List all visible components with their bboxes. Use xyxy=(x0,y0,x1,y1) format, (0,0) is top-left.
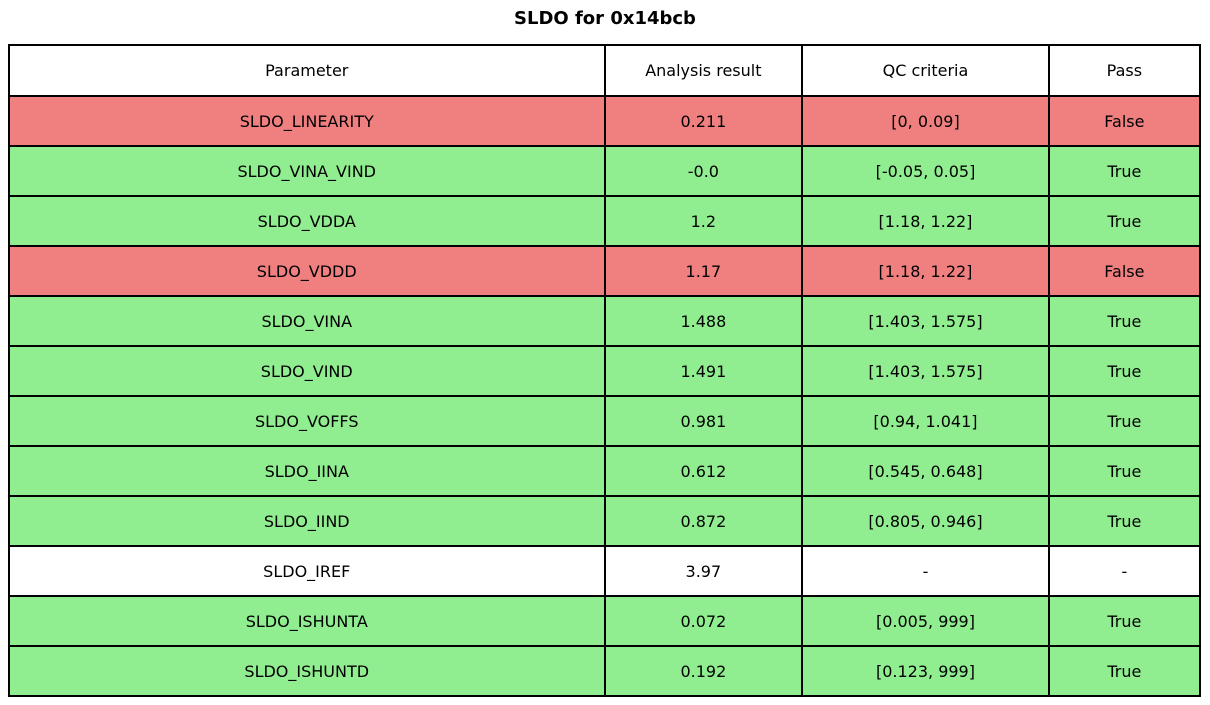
cell-pass: True xyxy=(1047,345,1202,397)
cell-parameter: SLDO_VINA_VIND xyxy=(8,145,606,197)
cell-analysis-result: 1.2 xyxy=(603,195,804,247)
cell-pass: True xyxy=(1047,195,1202,247)
cell-parameter: SLDO_VDDD xyxy=(8,245,606,297)
table-row: SLDO_VDDD 1.17 [1.18, 1.22] False xyxy=(8,245,1202,297)
qc-results-table: Parameter Analysis result QC criteria Pa… xyxy=(8,44,1202,697)
cell-pass: False xyxy=(1047,95,1202,147)
table-row: SLDO_LINEARITY 0.211 [0, 0.09] False xyxy=(8,95,1202,147)
cell-parameter: SLDO_IREF xyxy=(8,545,606,597)
cell-qc-criteria: [0.94, 1.041] xyxy=(801,395,1050,447)
table-row: SLDO_VDDA 1.2 [1.18, 1.22] True xyxy=(8,195,1202,247)
cell-qc-criteria: [1.18, 1.22] xyxy=(801,195,1050,247)
cell-analysis-result: 1.17 xyxy=(603,245,804,297)
cell-qc-criteria: [0.805, 0.946] xyxy=(801,495,1050,547)
table-row: SLDO_ISHUNTA 0.072 [0.005, 999] True xyxy=(8,595,1202,647)
cell-analysis-result: 0.192 xyxy=(603,645,804,697)
cell-qc-criteria: - xyxy=(801,545,1050,597)
cell-parameter: SLDO_VDDA xyxy=(8,195,606,247)
cell-analysis-result: 0.872 xyxy=(603,495,804,547)
cell-analysis-result: 1.491 xyxy=(603,345,804,397)
cell-parameter: SLDO_IINA xyxy=(8,445,606,497)
table-row: SLDO_VINA_VIND -0.0 [-0.05, 0.05] True xyxy=(8,145,1202,197)
col-header-pass: Pass xyxy=(1047,44,1202,97)
cell-pass: - xyxy=(1047,545,1202,597)
cell-pass: True xyxy=(1047,595,1202,647)
cell-parameter: SLDO_IIND xyxy=(8,495,606,547)
cell-qc-criteria: [1.403, 1.575] xyxy=(801,345,1050,397)
cell-qc-criteria: [-0.05, 0.05] xyxy=(801,145,1050,197)
col-header-parameter: Parameter xyxy=(8,44,606,97)
table-row: SLDO_VINA 1.488 [1.403, 1.575] True xyxy=(8,295,1202,347)
cell-pass: True xyxy=(1047,445,1202,497)
table-row: SLDO_ISHUNTD 0.192 [0.123, 999] True xyxy=(8,645,1202,697)
col-header-analysis-result: Analysis result xyxy=(603,44,804,97)
table-row: SLDO_VIND 1.491 [1.403, 1.575] True xyxy=(8,345,1202,397)
cell-pass: True xyxy=(1047,395,1202,447)
cell-analysis-result: 0.211 xyxy=(603,95,804,147)
cell-analysis-result: 0.612 xyxy=(603,445,804,497)
cell-pass: False xyxy=(1047,245,1202,297)
table-row: SLDO_VOFFS 0.981 [0.94, 1.041] True xyxy=(8,395,1202,447)
cell-qc-criteria: [0.123, 999] xyxy=(801,645,1050,697)
cell-analysis-result: 0.072 xyxy=(603,595,804,647)
header-row: Parameter Analysis result QC criteria Pa… xyxy=(8,44,1202,97)
table-row: SLDO_IINA 0.612 [0.545, 0.648] True xyxy=(8,445,1202,497)
col-header-qc-criteria: QC criteria xyxy=(801,44,1050,97)
cell-qc-criteria: [1.18, 1.22] xyxy=(801,245,1050,297)
cell-qc-criteria: [1.403, 1.575] xyxy=(801,295,1050,347)
cell-qc-criteria: [0.545, 0.648] xyxy=(801,445,1050,497)
cell-pass: True xyxy=(1047,495,1202,547)
cell-qc-criteria: [0, 0.09] xyxy=(801,95,1050,147)
cell-analysis-result: 0.981 xyxy=(603,395,804,447)
cell-pass: True xyxy=(1047,645,1202,697)
cell-parameter: SLDO_VOFFS xyxy=(8,395,606,447)
cell-analysis-result: -0.0 xyxy=(603,145,804,197)
cell-parameter: SLDO_VIND xyxy=(8,345,606,397)
cell-parameter: SLDO_VINA xyxy=(8,295,606,347)
cell-parameter: SLDO_ISHUNTD xyxy=(8,645,606,697)
cell-analysis-result: 3.97 xyxy=(603,545,804,597)
table-row: SLDO_IREF 3.97- - xyxy=(8,545,1202,597)
cell-pass: True xyxy=(1047,145,1202,197)
cell-pass: True xyxy=(1047,295,1202,347)
page-title: SLDO for 0x14bcb xyxy=(514,8,696,29)
cell-analysis-result: 1.488 xyxy=(603,295,804,347)
table-body: SLDO_LINEARITY 0.211 [0, 0.09] False SLDO_VI… xyxy=(8,95,1202,697)
cell-parameter: SLDO_ISHUNTA xyxy=(8,595,606,647)
table-row: SLDO_IIND 0.872 [0.805, 0.946] True xyxy=(8,495,1202,547)
cell-parameter: SLDO_LINEARITY xyxy=(8,95,606,147)
cell-qc-criteria: [0.005, 999] xyxy=(801,595,1050,647)
